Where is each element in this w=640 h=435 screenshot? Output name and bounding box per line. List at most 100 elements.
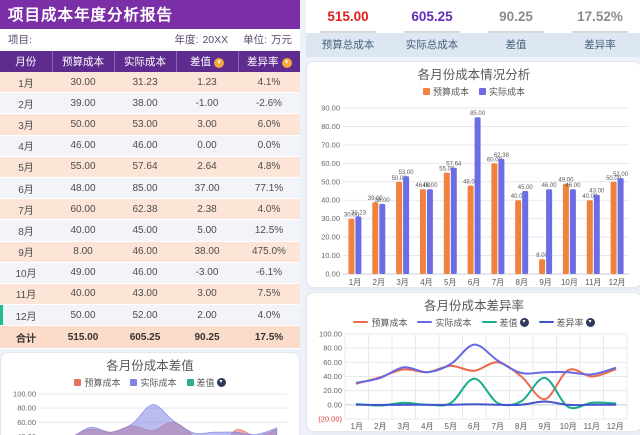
legend-marker bbox=[538, 321, 554, 323]
legend-item-差值[interactable]: 差值 ▾ bbox=[186, 376, 226, 389]
svg-text:10月: 10月 bbox=[561, 278, 578, 287]
svg-text:43.00: 43.00 bbox=[589, 189, 605, 195]
svg-text:60.00: 60.00 bbox=[487, 157, 503, 163]
svg-text:(20.00): (20.00) bbox=[318, 415, 342, 424]
report-info-bar: 项目: 年度: 20XX 单位: 万元 bbox=[0, 29, 300, 51]
svg-text:60.00: 60.00 bbox=[321, 159, 340, 168]
legend-marker bbox=[353, 321, 369, 323]
svg-text:6月: 6月 bbox=[468, 278, 480, 287]
svg-text:53.00: 53.00 bbox=[399, 170, 415, 176]
unit-label: 单位: bbox=[243, 34, 267, 46]
line-chart-title: 各月份成本差异率 bbox=[423, 299, 524, 313]
svg-text:31.23: 31.23 bbox=[351, 210, 367, 216]
legend-item-差值[interactable]: 差值 ▾ bbox=[481, 316, 529, 329]
svg-text:40.00: 40.00 bbox=[321, 196, 340, 205]
svg-text:90.00: 90.00 bbox=[321, 104, 340, 113]
filter-icon[interactable]: ▾ bbox=[585, 317, 595, 327]
column-header-1: 预算成本 bbox=[51, 51, 114, 72]
kpi-label-1: 实际总成本 bbox=[405, 39, 459, 51]
svg-text:50.00: 50.00 bbox=[606, 176, 622, 182]
svg-text:50.00: 50.00 bbox=[321, 177, 340, 186]
legend-item-预算成本[interactable]: 预算成本 bbox=[422, 85, 469, 98]
bar-chart-legend: 预算成本 实际成本 bbox=[313, 84, 635, 98]
svg-text:60.00: 60.00 bbox=[17, 418, 36, 427]
svg-text:57.64: 57.64 bbox=[446, 162, 462, 168]
kpi-value-3: 17.52% bbox=[572, 0, 628, 33]
svg-text:46.00: 46.00 bbox=[542, 183, 558, 189]
svg-text:8.00: 8.00 bbox=[536, 253, 548, 259]
svg-text:49.00: 49.00 bbox=[558, 178, 574, 184]
legend-item-实际成本[interactable]: 实际成本 bbox=[479, 85, 525, 98]
svg-text:80.00: 80.00 bbox=[321, 122, 340, 131]
legend-item-预算成本[interactable]: 预算成本 bbox=[353, 316, 407, 329]
svg-text:30.00: 30.00 bbox=[344, 213, 360, 219]
svg-text:9月: 9月 bbox=[539, 422, 551, 431]
svg-text:52.00: 52.00 bbox=[613, 172, 629, 178]
svg-text:7月: 7月 bbox=[492, 278, 504, 287]
legend-item-实际成本[interactable]: 实际成本 bbox=[130, 376, 177, 389]
svg-text:5月: 5月 bbox=[444, 278, 456, 287]
filter-icon[interactable]: ▾ bbox=[216, 377, 226, 387]
legend-marker bbox=[417, 321, 433, 323]
svg-text:46.00: 46.00 bbox=[565, 183, 581, 189]
table-row-6月: 6月 48.00 85.00 37.00 77.1% bbox=[0, 177, 300, 200]
area-chart-title: 各月份成本差值 bbox=[106, 359, 194, 374]
monthly-cost-table: 月份 预算成本 实际成本 差值 ▾ 差异率 ▾ 1月 30.00 31.23 1.23 4.1% 2月… bbox=[0, 51, 300, 350]
legend-item-预算成本[interactable]: 预算成本 bbox=[74, 376, 120, 389]
area-chart[interactable]: (20.00)0.0020.0040.0060.0080.00100.001月2… bbox=[7, 389, 293, 435]
svg-text:3月: 3月 bbox=[396, 278, 408, 287]
svg-text:11月: 11月 bbox=[585, 278, 601, 287]
kpi-value-2: 90.25 bbox=[488, 0, 544, 33]
sort-icon[interactable]: ▾ bbox=[281, 58, 292, 68]
left-panel: 项目成本年度分析报告 项目: 年度: 20XX 单位: 万元 月份 预算成本 实际成本差… bbox=[0, 0, 300, 435]
table-row-8月: 8月 40.00 45.00 5.00 12.5% bbox=[0, 219, 300, 242]
line-chart[interactable]: (20.00) 0.00 20.00 40.00 60.00 80.00 100.00 1月 2… bbox=[313, 329, 633, 432]
bar-chart-card: 各月份成本情况分析 预算成本 实际成本 0.00 10.00 20.00 30.00 40… bbox=[306, 61, 640, 288]
svg-text:80.00: 80.00 bbox=[323, 344, 342, 353]
sort-icon[interactable]: ▾ bbox=[214, 58, 224, 68]
svg-text:1月: 1月 bbox=[351, 422, 363, 431]
svg-text:55.00: 55.00 bbox=[439, 167, 455, 173]
year-label: 年度: bbox=[174, 34, 199, 46]
svg-text:1月: 1月 bbox=[349, 278, 361, 287]
cost-table-head: 月份 预算成本 实际成本 差值 ▾ 差异率 ▾ bbox=[0, 51, 300, 72]
svg-text:62.38: 62.38 bbox=[494, 153, 510, 159]
kpi-value-1: 605.25 bbox=[404, 0, 460, 33]
column-header-4: 差异率 ▾ bbox=[237, 51, 300, 72]
column-header-2: 实际成本 bbox=[113, 51, 176, 72]
svg-text:70.00: 70.00 bbox=[321, 140, 340, 149]
svg-text:40.00: 40.00 bbox=[511, 194, 527, 200]
report-meta: 年度: 20XX 单位: 万元 bbox=[171, 32, 292, 47]
svg-text:40.00: 40.00 bbox=[323, 372, 342, 381]
legend-item-差异率[interactable]: 差异率 ▾ bbox=[538, 316, 595, 329]
line-chart-card: 各月份成本差异率 预算成本 实际成本 差值 ▾ 差异率 ▾ (20.00) 0.00 20.0… bbox=[306, 292, 640, 432]
kpi-label-0: 预算总成本 bbox=[321, 39, 375, 51]
svg-text:38.00: 38.00 bbox=[375, 198, 391, 204]
table-row-11月: 11月 40.00 43.00 3.00 7.5% bbox=[0, 283, 300, 306]
svg-text:8月: 8月 bbox=[515, 422, 527, 431]
table-row-10月: 10月 49.00 46.00 -3.00 -6.1% bbox=[0, 262, 300, 284]
svg-text:48.00: 48.00 bbox=[463, 179, 479, 185]
svg-text:40.00: 40.00 bbox=[17, 432, 36, 435]
svg-text:9月: 9月 bbox=[539, 278, 551, 287]
svg-text:20.00: 20.00 bbox=[323, 386, 342, 395]
bar-chart-title: 各月份成本情况分析 bbox=[417, 68, 531, 82]
filter-icon[interactable]: ▾ bbox=[519, 317, 529, 327]
area-chart-legend: 预算成本 实际成本 差值 ▾ bbox=[7, 375, 293, 389]
svg-text:100.00: 100.00 bbox=[13, 390, 36, 399]
svg-text:45.00: 45.00 bbox=[518, 185, 534, 191]
legend-marker bbox=[74, 378, 82, 386]
svg-text:12月: 12月 bbox=[607, 422, 624, 431]
legend-item-实际成本[interactable]: 实际成本 bbox=[417, 316, 472, 329]
kpi-labels-row: 预算总成本 实际总成本 差值 差异率 bbox=[306, 33, 640, 57]
bar-chart[interactable]: 0.00 10.00 20.00 30.00 40.00 50.00 60.00 70.00 8… bbox=[313, 98, 635, 288]
svg-text:10月: 10月 bbox=[560, 422, 577, 431]
svg-text:50.00: 50.00 bbox=[392, 176, 408, 182]
table-row-5月: 5月 55.00 57.64 2.64 4.8% bbox=[0, 156, 300, 178]
kpi-values-row: 515.00 605.25 90.25 17.52% bbox=[306, 0, 640, 33]
table-row-12月: 12月 50.00 52.00 2.00 4.0% bbox=[0, 304, 300, 327]
unit-value: 万元 bbox=[271, 34, 292, 46]
column-header-0: 月份 bbox=[0, 51, 52, 72]
kpi-strip: 515.00 605.25 90.25 17.52% 预算总成本 实际总成本 差值 差异率 bbox=[306, 0, 640, 57]
